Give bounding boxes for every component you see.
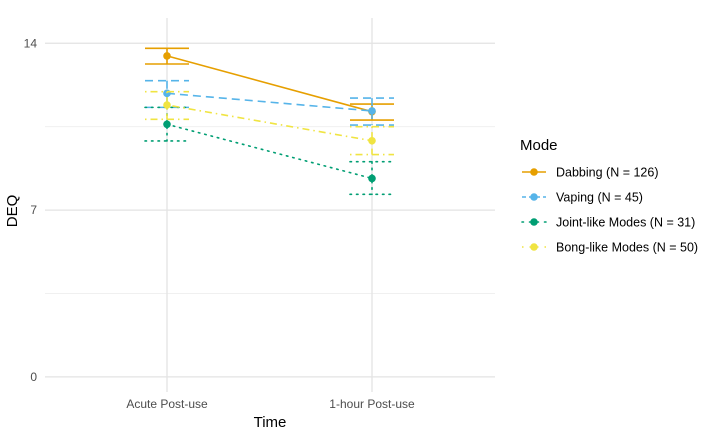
- y-tick-label: 14: [24, 36, 38, 50]
- series-0: [145, 47, 394, 121]
- data-point: [163, 101, 171, 109]
- legend-key-point: [530, 243, 538, 251]
- axes: 0 7 14 Acute Post-use 1-hour Post-use: [24, 36, 415, 411]
- legend-key-point: [530, 193, 538, 201]
- series-line: [166, 123, 373, 180]
- series-line: [166, 92, 373, 112]
- grid: [45, 18, 495, 392]
- y-axis-label: DEQ: [4, 195, 21, 228]
- data-point: [368, 107, 376, 115]
- data-point: [163, 89, 171, 98]
- y-tick-label: 7: [30, 203, 37, 217]
- x-axis-label: Time: [254, 414, 287, 431]
- legend-key-point: [530, 168, 538, 176]
- series-line: [166, 104, 373, 142]
- data-point: [163, 120, 171, 129]
- x-tick-label: 1-hour Post-use: [329, 397, 415, 411]
- legend-label: Dabbing (N = 126): [556, 166, 659, 180]
- legend-label: Vaping (N = 45): [556, 191, 643, 205]
- data-point: [368, 174, 376, 183]
- legend-key-point: [530, 218, 538, 226]
- series-2: [144, 106, 395, 196]
- legend-label: Bong-like Modes (N = 50): [556, 241, 698, 255]
- x-tick-label: Acute Post-use: [126, 397, 208, 411]
- series-line: [166, 55, 373, 113]
- legend-title: Mode: [520, 137, 558, 154]
- plot-marks: [144, 47, 395, 196]
- data-point: [163, 52, 171, 60]
- y-tick-label: 0: [30, 370, 37, 384]
- data-point: [368, 136, 376, 145]
- series-3: [145, 90, 394, 156]
- series-1: [145, 79, 394, 126]
- legend-label: Joint-like Modes (N = 31): [556, 216, 695, 230]
- legend: Mode Dabbing (N = 126) Vaping (N = 45) Joi…: [520, 137, 698, 255]
